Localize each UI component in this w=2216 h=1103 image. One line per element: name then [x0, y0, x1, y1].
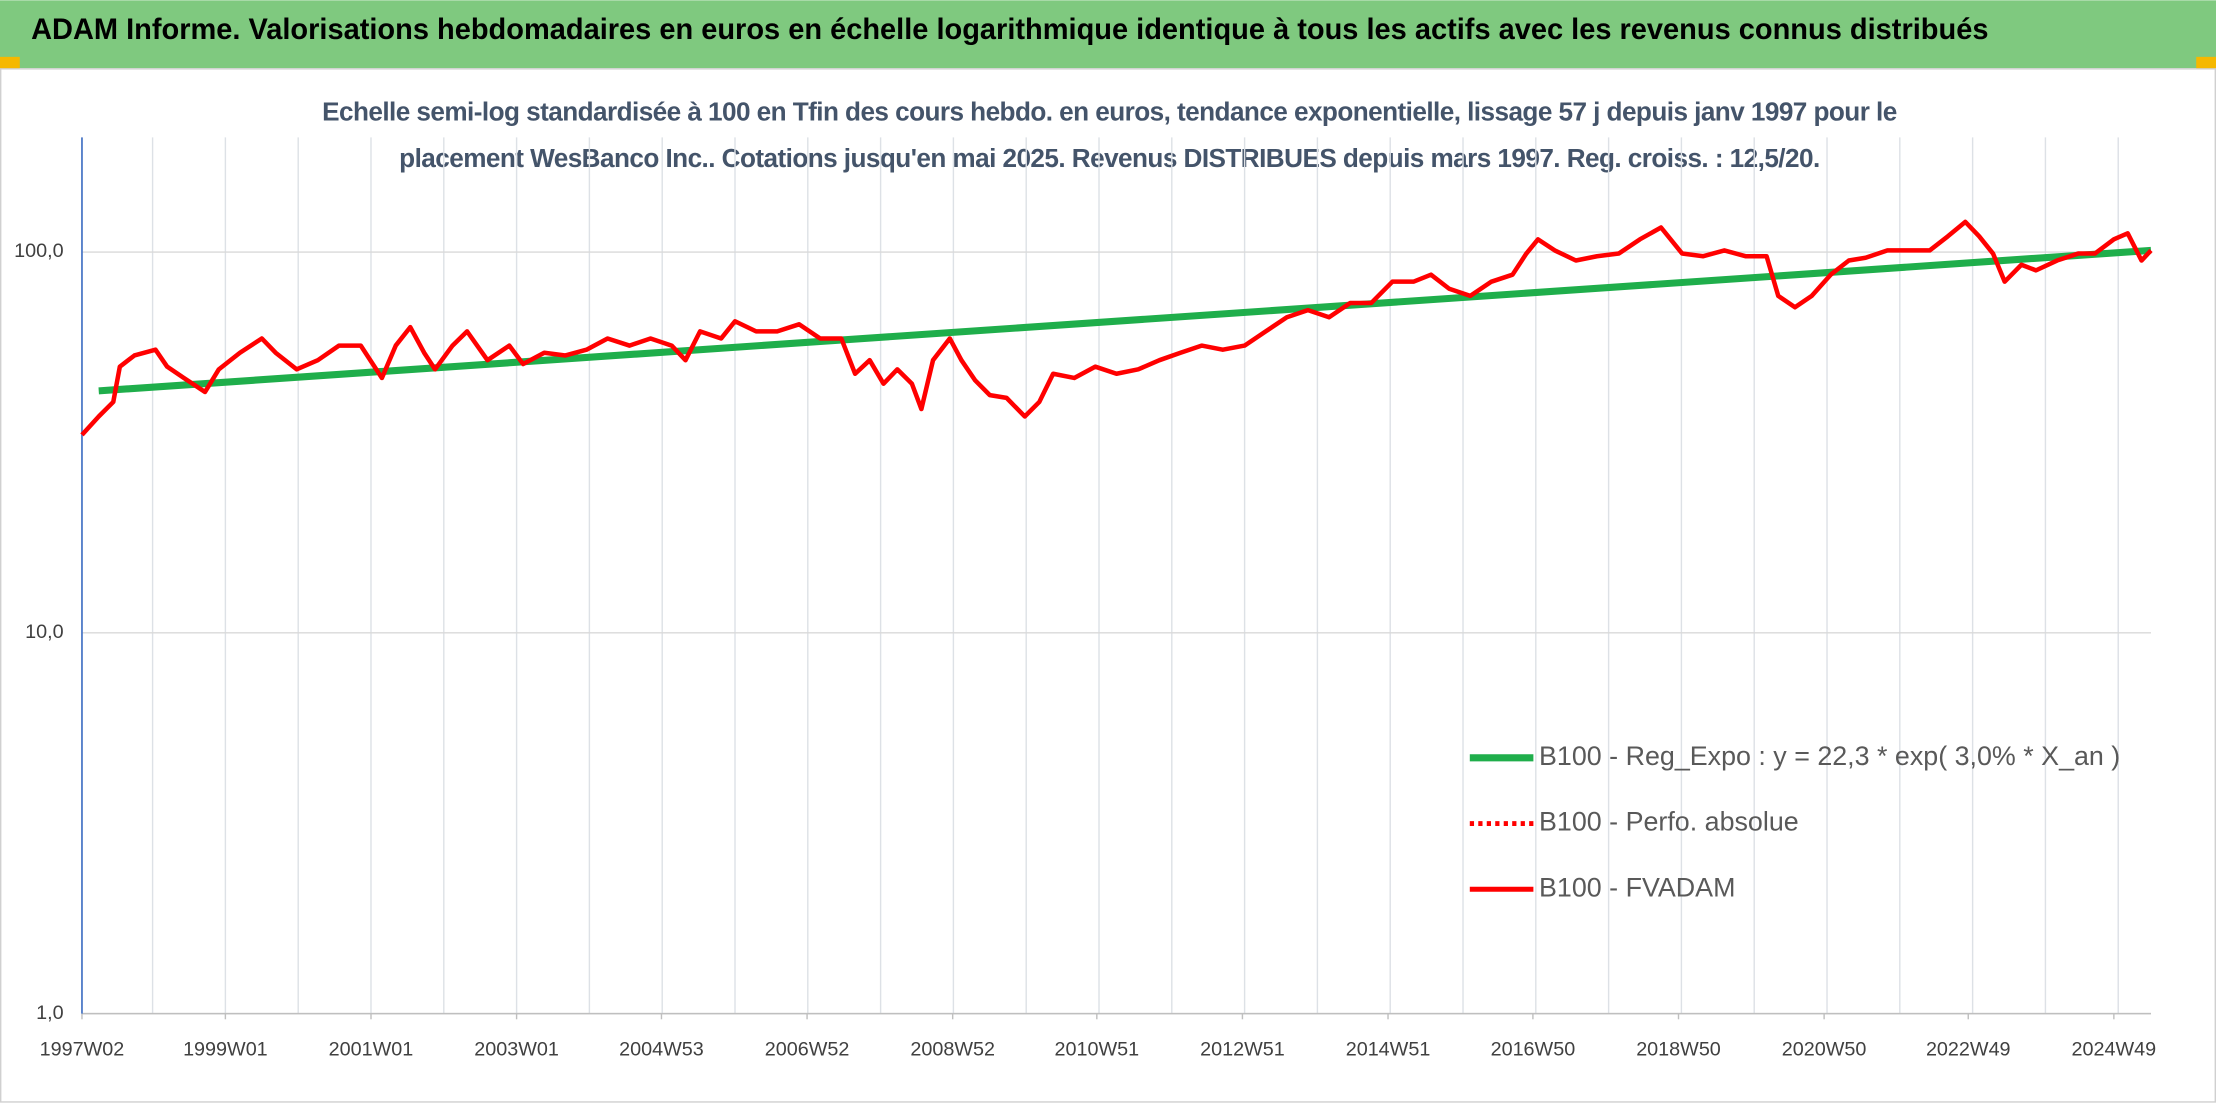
x-tick-label: 2003W01	[474, 1039, 559, 1061]
y-tick-label: 10,0	[25, 621, 63, 643]
legend-label: B100 - Reg_Expo : y = 22,3 * exp( 3,0% *…	[1539, 741, 2120, 771]
x-tick-label: 2016W50	[1491, 1039, 1576, 1061]
x-tick-label: 2020W50	[1782, 1039, 1867, 1061]
chart-title-box: Echelle semi-log standardisée à 100 en T…	[322, 96, 1897, 173]
x-tick-label: 2006W52	[765, 1039, 850, 1061]
x-tick-label: 2008W52	[910, 1039, 995, 1061]
series-line	[98, 246, 2152, 395]
corner-mark	[2196, 56, 2216, 70]
x-tick-label: 2014W51	[1346, 1039, 1431, 1061]
x-tick-label: 2001W01	[329, 1039, 414, 1061]
x-tick-label: 2018W50	[1636, 1039, 1721, 1061]
plot-area: 1,0 10,0 100,0 1997W02 1999W01 2001W01 2003W01…	[14, 137, 2157, 1061]
x-tick-label: 2012W51	[1200, 1039, 1285, 1061]
x-tick-label: 2010W51	[1055, 1039, 1140, 1061]
banner-title: ADAM Informe. Valorisations hebdomadaire…	[31, 13, 1988, 46]
banner	[0, 0, 2216, 69]
legend-label: B100 - FVADAM	[1539, 872, 1735, 902]
x-tick-label: 2024W49	[2072, 1039, 2157, 1061]
x-tick-label: 2022W49	[1926, 1039, 2011, 1061]
x-tick-label: 1997W02	[40, 1039, 125, 1061]
y-tick-label: 1,0	[36, 1002, 63, 1024]
chart-title: Echelle semi-log standardisée à 100 en T…	[322, 96, 1897, 173]
corner-mark	[0, 56, 20, 70]
chart-frame	[0, 68, 2216, 1103]
y-tick-label: 100,0	[14, 240, 63, 262]
series-line	[80, 219, 2153, 437]
x-tick-label: 1999W01	[183, 1039, 268, 1061]
x-tick-label: 2004W53	[619, 1039, 704, 1061]
legend-label: B100 - Perfo. absolue	[1539, 807, 1799, 837]
